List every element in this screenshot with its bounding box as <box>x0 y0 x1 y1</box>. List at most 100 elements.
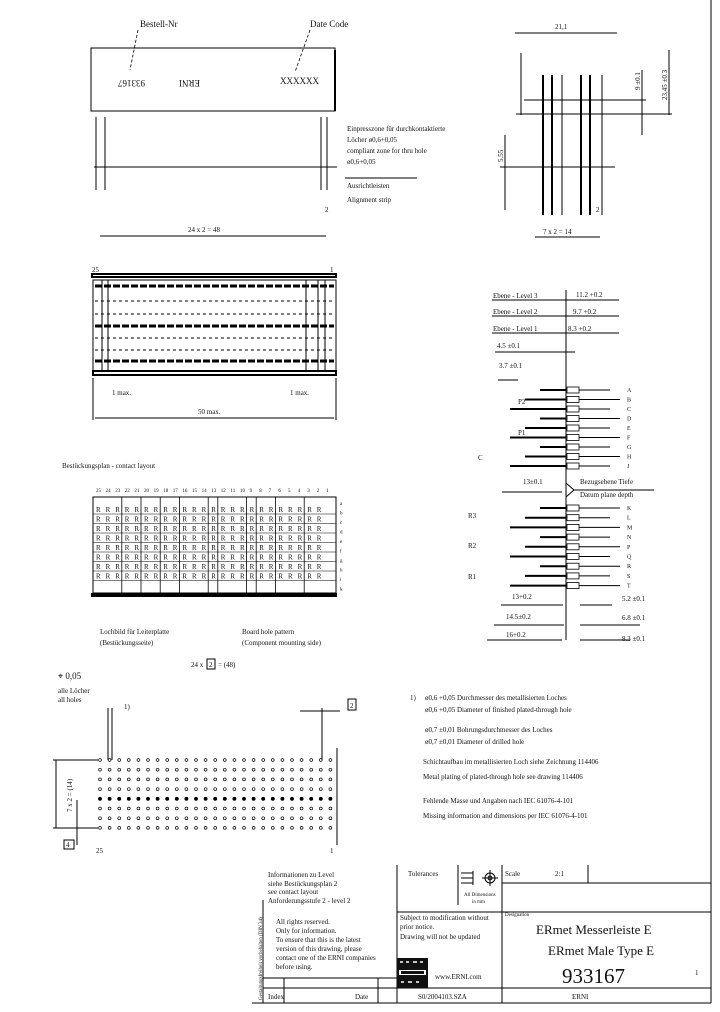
offset-basic-box: 4 <box>66 841 70 849</box>
pcb-hole <box>175 777 179 782</box>
rights-text: All rights reserved. <box>276 918 330 926</box>
pcb-hole <box>203 777 208 782</box>
contact-cell: R <box>125 573 130 581</box>
contact-cell: R <box>144 544 149 552</box>
pcb-hole <box>271 816 275 820</box>
document-number: S0/2004103.SZA <box>418 993 467 1001</box>
pcb-hole <box>223 777 227 782</box>
contact-cell: R <box>182 516 187 524</box>
pcb-hole <box>127 816 131 820</box>
contact-pad <box>566 514 580 522</box>
contact-cell: R <box>144 535 149 543</box>
contact-cell: R <box>240 506 245 514</box>
column-number: 15 <box>192 489 198 494</box>
contact-cell: R <box>134 516 139 524</box>
pcb-hole <box>261 777 265 782</box>
contact-cell: R <box>240 573 245 581</box>
contact-cell: R <box>221 516 226 524</box>
row-letter: T <box>627 584 631 590</box>
contact-cell: R <box>211 554 216 562</box>
row-letter: G <box>627 445 632 451</box>
contact-cell: R <box>125 554 130 562</box>
column-number: 2 <box>317 489 320 494</box>
pcb-hole <box>203 796 208 801</box>
pcb-hole <box>165 758 169 762</box>
column-number: 23 <box>115 489 121 494</box>
edge-basic-box: 2 <box>350 702 354 710</box>
pcb-hole <box>107 767 112 772</box>
rights-text: To ensure that this is the latest <box>276 936 361 944</box>
contact-cell: R <box>288 544 293 552</box>
pcb-hole <box>184 787 189 791</box>
sheet-number: 1 <box>695 969 699 977</box>
contact-cell: R <box>317 573 322 581</box>
projection-symbol-icon <box>461 870 498 886</box>
row-letter: Q <box>627 555 632 561</box>
pcb-hole <box>251 796 256 801</box>
alignment-label-de: Ausrichtleisten <box>347 182 390 190</box>
level-2-dimension: 9.7 +0.2 <box>573 308 597 316</box>
date-marking: XXXXXX <box>280 76 319 86</box>
contact-cell: R <box>288 535 293 543</box>
contact-cell: R <box>317 525 322 533</box>
column-number: 13 <box>211 489 217 494</box>
website-link[interactable]: www.ERNI.com <box>435 973 482 981</box>
date-label: Date <box>355 993 368 1001</box>
row-letter: d <box>340 531 343 536</box>
pcb-hole <box>136 787 141 791</box>
pcb-hole <box>136 796 141 801</box>
contact-cell: R <box>317 563 322 571</box>
contact-cell: R <box>134 525 139 533</box>
pcb-hole <box>328 796 333 801</box>
contact-cell: R <box>250 535 255 543</box>
pitch-dimension: 24 x <box>191 661 204 669</box>
contact-cell: R <box>202 525 207 533</box>
pcb-hole <box>203 787 208 791</box>
brand-marking: ERNI <box>179 78 200 88</box>
pcb-hole <box>165 806 169 811</box>
pcb-hole <box>175 758 179 762</box>
pcb-hole <box>155 777 160 782</box>
contact-layout-title: Bestückungsplan - contact layout <box>62 462 155 470</box>
contact-cell: R <box>182 573 187 581</box>
press-fit-note: ø0,6+0,05 <box>347 158 376 166</box>
row-letter: E <box>627 426 631 432</box>
pcb-hole <box>261 806 265 811</box>
pcb-hole <box>155 796 160 801</box>
contact-blades <box>542 75 591 215</box>
contact-cell: R <box>278 506 283 514</box>
dimension-14-5: 14.5±0.2 <box>506 613 531 621</box>
contact-cell: R <box>173 525 178 533</box>
title-block: Informationen zu Level siehe Bestückungs… <box>252 865 711 1004</box>
contact-cell: R <box>259 506 264 514</box>
levels-diagram: Ebene - Level 3 Ebene - Level 2 Ebene - … <box>468 290 654 643</box>
pcb-hole <box>242 767 246 772</box>
pcb-hole <box>319 767 323 772</box>
contact-cell: R <box>240 563 245 571</box>
contact-cell: R <box>298 535 303 543</box>
pcb-hole <box>98 767 102 772</box>
pcb-hole <box>175 767 179 772</box>
contact-cell: R <box>192 573 197 581</box>
pcb-hole <box>232 758 237 762</box>
contact-cell: R <box>221 554 226 562</box>
column-number: 10 <box>240 489 246 494</box>
contact-cell: R <box>96 525 101 533</box>
contact-cell: R <box>202 516 207 524</box>
pcb-hole <box>165 826 169 830</box>
contact-cell: R <box>288 506 293 514</box>
contact-cell: R <box>163 516 168 524</box>
pcb-hole <box>299 816 304 820</box>
column-number: 22 <box>125 489 131 494</box>
pcb-hole <box>107 796 112 801</box>
pcb-hole <box>251 758 256 762</box>
contact-cell: R <box>106 554 111 562</box>
contact-cell: R <box>230 516 235 524</box>
pcb-hole <box>251 806 256 811</box>
contact-cell: R <box>230 554 235 562</box>
pcb-hole <box>98 826 102 830</box>
contact-pad <box>566 396 580 403</box>
contact-cell: R <box>182 554 187 562</box>
pcb-hole <box>213 767 217 772</box>
